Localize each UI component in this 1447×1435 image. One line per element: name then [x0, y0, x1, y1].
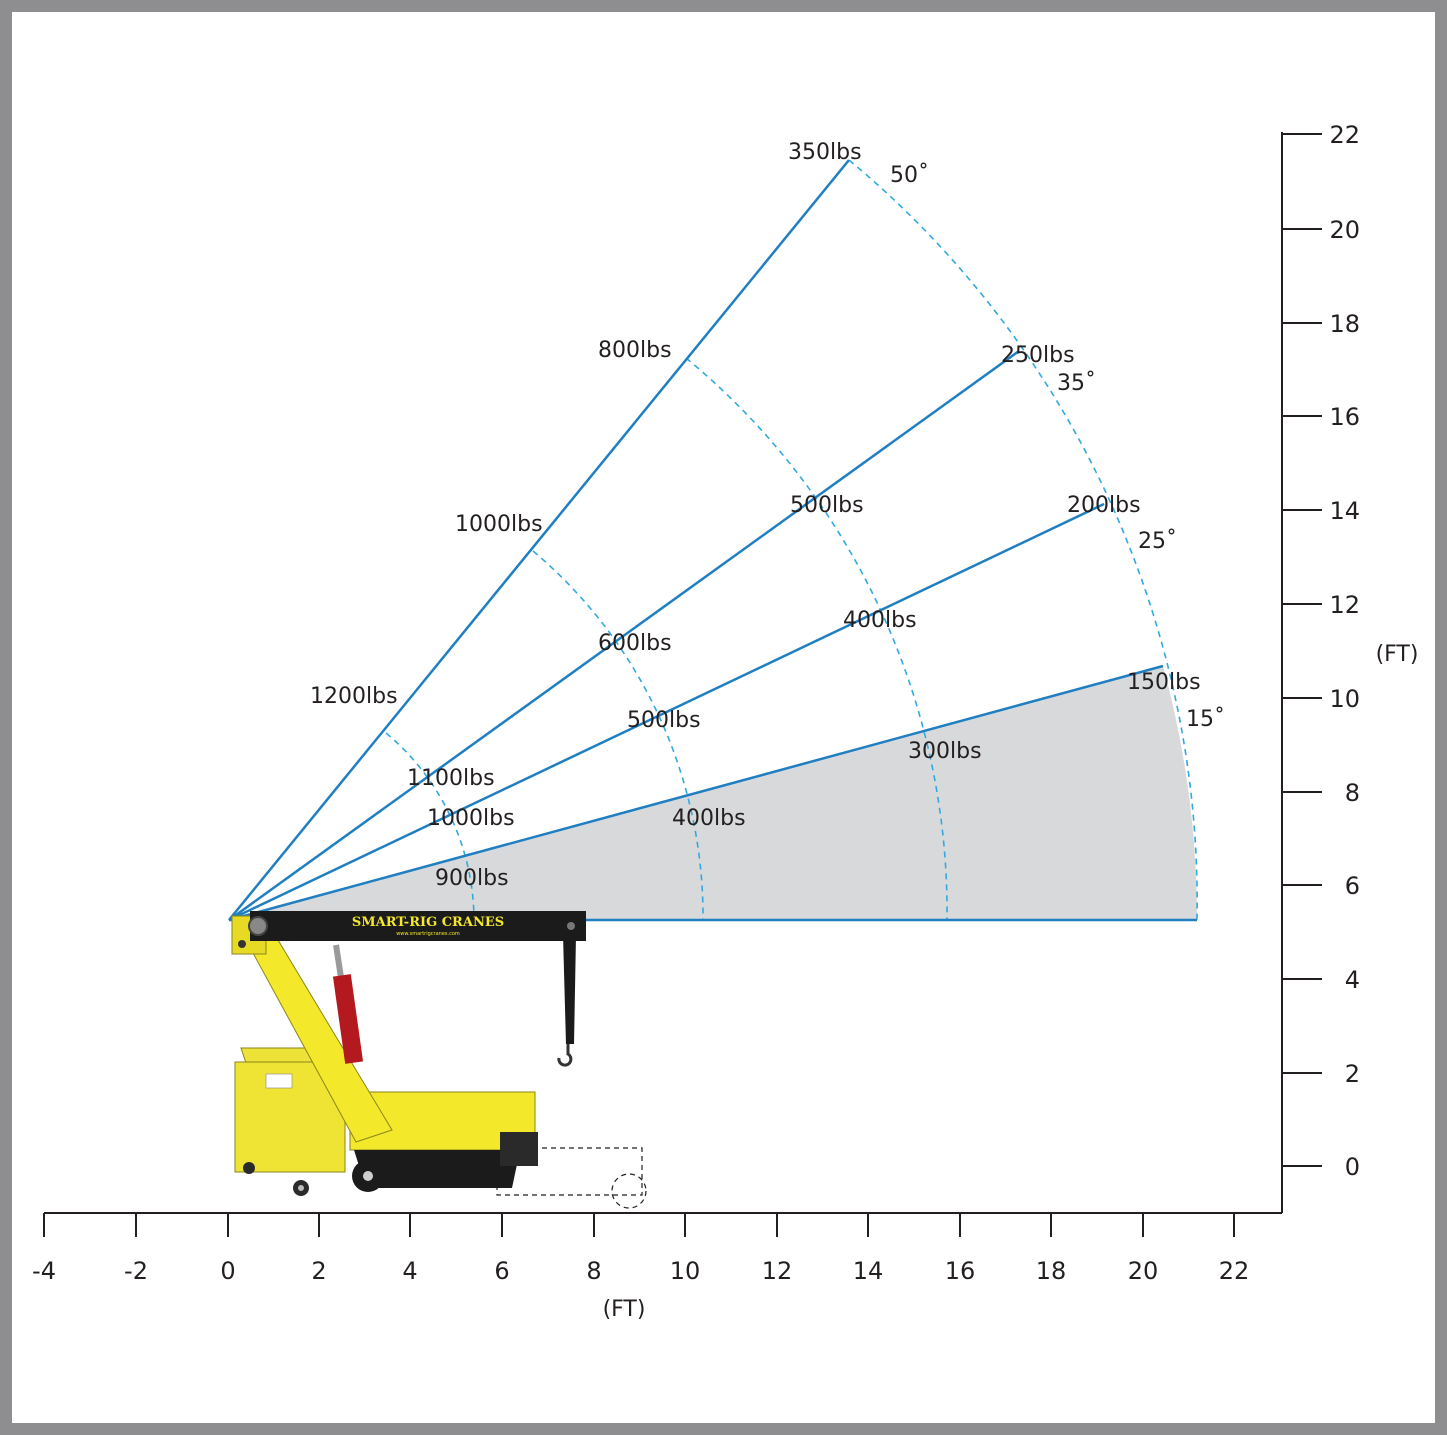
crane-hook — [557, 1044, 573, 1067]
x-tick-label: 0 — [220, 1257, 235, 1285]
x-tick-label: 20 — [1128, 1257, 1159, 1285]
x-axis-unit-label: (FT) — [603, 1297, 646, 1322]
y-tick-label: 8 — [1345, 779, 1360, 807]
boom-line-35 — [228, 349, 1020, 922]
angle-label-50: 50˚ — [890, 163, 929, 188]
capacity-label: 150lbs — [1127, 670, 1201, 695]
x-tick-label: 6 — [494, 1257, 509, 1285]
capacity-label: 600lbs — [598, 631, 672, 656]
y-tick-label: 0 — [1345, 1153, 1360, 1181]
arc-1 — [385, 732, 475, 921]
boom-line-25 — [228, 502, 1105, 922]
y-axis-unit-label: (FT) — [1376, 642, 1419, 667]
capacity-label: 250lbs — [1001, 343, 1075, 368]
capacity-label: 900lbs — [435, 866, 509, 891]
crane-boom-pivot — [248, 916, 268, 936]
crane-front-caster-hub — [298, 1185, 304, 1191]
y-tick-label: 6 — [1345, 872, 1360, 900]
capacity-label: 1000lbs — [427, 806, 515, 831]
capacity-label: 400lbs — [843, 608, 917, 633]
x-tick-labels: -4 -2 0 2 4 6 8 10 12 14 16 18 20 22 — [32, 1257, 1249, 1285]
angle-labels: 50˚ 35˚ 25˚ 15˚ — [890, 163, 1225, 732]
crane-rear-wheel-hub — [363, 1171, 373, 1181]
capacity-label: 1100lbs — [407, 766, 495, 791]
crane-brand-text: SMART-RIG CRANES — [352, 915, 504, 930]
y-tick-labels: 0 2 4 6 8 10 12 14 16 18 20 22 — [1329, 121, 1360, 1181]
boom-line-50 — [228, 159, 850, 921]
x-tick-label: 12 — [762, 1257, 793, 1285]
angle-label-15: 15˚ — [1186, 707, 1225, 732]
y-tick-label: 12 — [1329, 591, 1360, 619]
capacity-label: 350lbs — [788, 140, 862, 165]
x-tick-label: -4 — [32, 1257, 56, 1285]
y-tick-label: 10 — [1329, 685, 1360, 713]
y-tick-label: 14 — [1329, 497, 1360, 525]
x-tick-label: 8 — [586, 1257, 601, 1285]
crane-hook-arm — [563, 935, 576, 1044]
x-tick-label: 2 — [311, 1257, 326, 1285]
capacity-label: 200lbs — [1067, 493, 1141, 518]
y-tick-label: 2 — [1345, 1060, 1360, 1088]
capacity-label: 400lbs — [672, 806, 746, 831]
crane-hook-pivot — [567, 922, 575, 930]
x-tick-label: 10 — [670, 1257, 701, 1285]
y-tick-label: 4 — [1345, 966, 1360, 994]
crane-illustration: SMART-RIG CRANES www.smartrigcranes.com — [231, 911, 647, 1209]
capacity-label: 1000lbs — [455, 512, 543, 537]
capacity-label: 800lbs — [598, 338, 672, 363]
capacity-labels: 1200lbs 1000lbs 800lbs 350lbs 1100lbs 60… — [310, 140, 1201, 891]
x-tick-label: -2 — [124, 1257, 148, 1285]
capacity-label: 300lbs — [908, 739, 982, 764]
crane-base-plate — [500, 1132, 538, 1166]
y-tick-label: 18 — [1329, 310, 1360, 338]
crane-mast-pivot — [238, 940, 246, 948]
shaded-working-area — [229, 666, 1197, 920]
arc-4 — [848, 159, 1198, 921]
x-tick-label: 16 — [945, 1257, 976, 1285]
boom-line-15 — [228, 664, 1164, 922]
x-tick-label: 18 — [1036, 1257, 1067, 1285]
x-axis — [43, 1212, 1282, 1237]
crane-website-text: www.smartrigcranes.com — [396, 931, 460, 937]
y-tick-label: 22 — [1329, 121, 1360, 149]
capacity-label: 500lbs — [790, 493, 864, 518]
x-tick-label: 4 — [402, 1257, 417, 1285]
crane-hydraulic-cylinder — [332, 974, 364, 1064]
crane-power-label — [265, 1073, 293, 1089]
capacity-label: 1200lbs — [310, 684, 398, 709]
y-tick-label: 20 — [1329, 216, 1360, 244]
x-tick-label: 22 — [1219, 1257, 1250, 1285]
y-axis — [1281, 132, 1322, 1213]
angle-label-25: 25˚ — [1138, 529, 1177, 554]
angle-label-35: 35˚ — [1057, 371, 1096, 396]
capacity-label: 500lbs — [627, 708, 701, 733]
crane-boom — [250, 911, 586, 941]
x-tick-label: 14 — [853, 1257, 884, 1285]
crane-rear-caster — [243, 1162, 255, 1174]
y-tick-label: 16 — [1329, 403, 1360, 431]
crane-base-lower — [354, 1150, 520, 1188]
